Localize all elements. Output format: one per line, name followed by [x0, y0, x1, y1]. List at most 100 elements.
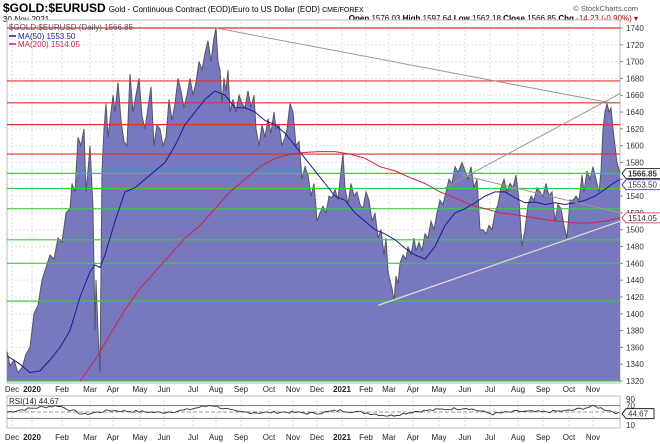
x-tick-label: Feb	[55, 385, 69, 394]
ma50-tag-frame	[621, 179, 660, 191]
low-label: Low	[453, 14, 470, 23]
x-tick-label: Apr	[107, 385, 120, 394]
legend-ma50: MA(50) 1553.50	[18, 32, 76, 41]
legend-price: $GOLD:$EURUSD (Daily) 1566.85	[9, 23, 134, 32]
trendline-resistance	[215, 27, 611, 104]
x-tick-label: 2020	[23, 433, 41, 442]
down-arrow-icon: ▾	[633, 14, 638, 23]
x-tick-label: 2021	[333, 385, 351, 394]
rsi-tag-frame	[621, 408, 655, 420]
chart-header: $GOLD:$EURUSD Gold - Continuous Contract …	[3, 1, 364, 15]
x-tick-label: Jul	[485, 433, 495, 442]
ohlc-summary: Open 1576.03 High 1597.64 Low 1562.18 Cl…	[349, 14, 638, 23]
y-tick-label: 1680	[626, 74, 644, 83]
x-tick-label: Oct	[263, 385, 276, 394]
y-tick-label: 1360	[626, 343, 644, 352]
symbol: $GOLD:$EURUSD	[3, 1, 106, 15]
y-tick-label: 1380	[626, 327, 644, 336]
x-tick-label: Oct	[263, 433, 276, 442]
y-tick-label: 1660	[626, 91, 644, 100]
y-tick-label: 1580	[626, 158, 644, 167]
x-tick-label: Jun	[459, 385, 472, 394]
y-tick-label: 1620	[626, 125, 644, 134]
trendline-rising	[444, 93, 621, 189]
x-tick-label: Apr	[407, 433, 420, 442]
y-tick-label: 1740	[626, 24, 644, 33]
brand: © StockCharts.com	[573, 4, 638, 13]
rsi-tick-label: 90	[626, 395, 635, 404]
description: Gold - Continuous Contract (EOD)/Euro to…	[108, 5, 320, 14]
x-tick-label: Mar	[83, 385, 97, 394]
x-tick-label: May	[431, 385, 446, 394]
exchange: CME/FOREX	[322, 7, 364, 14]
close-label: Close	[503, 14, 525, 23]
x-tick-label: Dec	[310, 433, 324, 442]
open-value: 1576.03	[371, 14, 401, 23]
x-tick-label: Aug	[511, 385, 525, 394]
y-tick-label: 1460	[626, 259, 644, 268]
x-tick-label: May	[132, 433, 147, 442]
x-tick-label: Aug	[209, 433, 223, 442]
legend-rsi: RSI(14) 44.67	[9, 397, 59, 406]
price-line	[6, 27, 621, 374]
y-tick-label: 1700	[626, 58, 644, 67]
x-tick-label: Mar	[382, 385, 396, 394]
x-tick-label: Feb	[359, 433, 373, 442]
x-tick-label: Jun	[459, 433, 472, 442]
x-tick-label: Nov	[586, 433, 600, 442]
open-label: Open	[348, 14, 370, 23]
rsi-last-tag: 44.67	[628, 410, 649, 419]
rsi-tick-label: 70	[626, 402, 635, 411]
ma200-tag: 1514.05	[628, 214, 657, 223]
trendline-support	[377, 220, 621, 306]
x-tick-label: Sep	[234, 433, 249, 442]
high-value: 1597.64	[422, 14, 452, 23]
x-tick-label: Aug	[511, 433, 525, 442]
y-tick-label: 1540	[626, 192, 644, 201]
x-tick-label: May	[431, 433, 446, 442]
chg-value: -14.23 (-0.90%)	[576, 14, 632, 23]
x-tick-label: Apr	[107, 433, 120, 442]
y-tick-label: 1420	[626, 293, 644, 302]
chg-label: Chg	[558, 14, 574, 23]
y-tick-label: 1320	[626, 377, 644, 386]
x-tick-label: Aug	[209, 385, 223, 394]
x-tick-label: 2021	[333, 433, 351, 442]
x-tick-label: Dec	[5, 433, 19, 442]
x-tick-label: Dec	[310, 385, 324, 394]
x-tick-label: Jul	[188, 385, 198, 394]
x-tick-label: Dec	[5, 385, 19, 394]
x-tick-label: May	[132, 385, 147, 394]
x-tick-label: Mar	[83, 433, 97, 442]
x-tick-label: Sep	[536, 433, 551, 442]
x-tick-label: Apr	[407, 385, 420, 394]
rsi-tick-label: 10	[626, 421, 635, 430]
ma50-line	[6, 90, 621, 374]
trendline-falling	[461, 174, 621, 214]
y-tick-label: 1500	[626, 226, 644, 235]
low-value: 1562.18	[472, 14, 501, 23]
legend-ma200: MA(200) 1514.05	[18, 40, 80, 49]
x-tick-label: Jun	[158, 385, 171, 394]
x-tick-label: Nov	[286, 385, 300, 394]
x-tick-label: Nov	[586, 385, 600, 394]
x-tick-label: Mar	[382, 433, 396, 442]
high-label: High	[402, 14, 421, 23]
y-tick-label: 1600	[626, 142, 644, 151]
x-tick-label: Jun	[158, 433, 171, 442]
x-tick-label: Jul	[188, 433, 198, 442]
x-tick-label: Oct	[563, 433, 576, 442]
y-tick-label: 1640	[626, 108, 644, 117]
x-tick-label: 2020	[23, 385, 41, 394]
last-price-tag: 1566.85	[628, 170, 657, 179]
x-tick-label: Feb	[55, 433, 69, 442]
ma50-tag: 1553.50	[628, 181, 657, 190]
y-tick-label: 1340	[626, 360, 644, 369]
y-tick-label: 1720	[626, 41, 644, 50]
x-tick-label: Feb	[359, 385, 373, 394]
ma200-tag-frame	[621, 212, 660, 224]
last-price-tag-frame	[621, 168, 660, 179]
y-tick-label: 1480	[626, 243, 644, 252]
price-area	[7, 28, 620, 381]
